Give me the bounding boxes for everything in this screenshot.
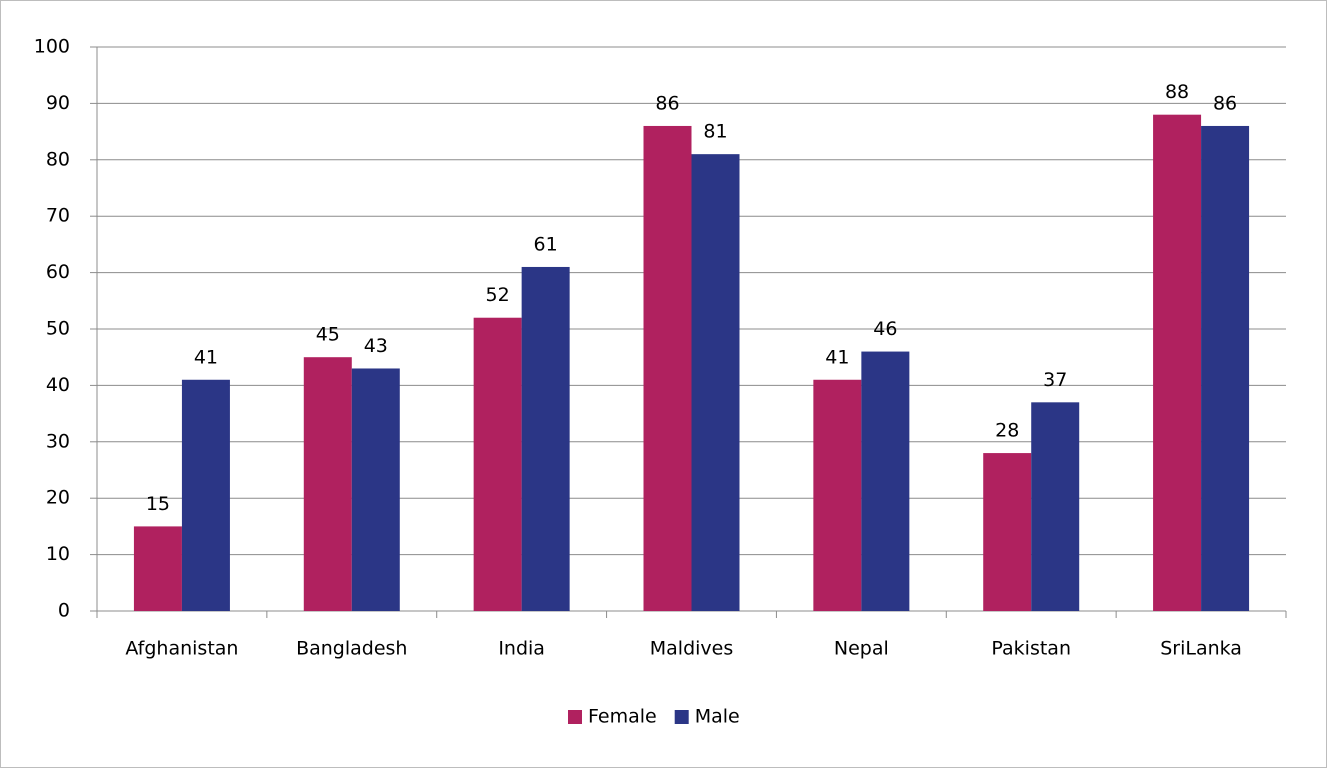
bar bbox=[133, 526, 182, 611]
data-label: 41 bbox=[194, 346, 218, 368]
data-label: 88 bbox=[1165, 81, 1189, 103]
bar bbox=[1031, 402, 1080, 611]
legend-swatch bbox=[568, 710, 582, 724]
y-tick-label: 0 bbox=[58, 600, 70, 622]
x-tick-label: SriLanka bbox=[1160, 638, 1242, 660]
data-label: 37 bbox=[1043, 369, 1067, 391]
data-label: 61 bbox=[534, 233, 558, 255]
x-tick-label: Nepal bbox=[834, 638, 889, 660]
x-tick-label: Pakistan bbox=[991, 638, 1071, 660]
y-tick-label: 20 bbox=[46, 487, 70, 509]
legend-swatch bbox=[674, 710, 689, 724]
data-label: 41 bbox=[825, 346, 849, 368]
bar bbox=[983, 453, 1032, 611]
data-label: 45 bbox=[316, 324, 340, 346]
y-tick-label: 90 bbox=[46, 92, 70, 114]
bar bbox=[1201, 125, 1250, 612]
legend-label: Female bbox=[588, 706, 657, 728]
data-label: 15 bbox=[146, 493, 170, 515]
bar bbox=[691, 154, 740, 611]
data-label: 28 bbox=[995, 420, 1019, 442]
data-label: 52 bbox=[486, 284, 510, 306]
x-tick-label: Maldives bbox=[650, 638, 734, 660]
x-tick-label: India bbox=[498, 638, 545, 660]
legend-label: Male bbox=[695, 706, 740, 728]
y-tick-label: 60 bbox=[46, 261, 70, 283]
y-tick-label: 40 bbox=[46, 374, 70, 396]
bar bbox=[813, 379, 862, 611]
data-label: 46 bbox=[873, 318, 897, 340]
bar bbox=[181, 379, 230, 611]
data-label: 86 bbox=[1213, 92, 1237, 114]
y-tick-label: 30 bbox=[46, 430, 70, 452]
bar bbox=[473, 317, 522, 611]
y-tick-label: 80 bbox=[46, 148, 70, 170]
data-label: 81 bbox=[703, 121, 727, 143]
y-tick-label: 50 bbox=[46, 318, 70, 340]
data-label: 86 bbox=[655, 92, 679, 114]
x-tick-label: Bangladesh bbox=[296, 638, 407, 660]
y-tick-label: 100 bbox=[34, 36, 70, 58]
y-tick-label: 70 bbox=[46, 205, 70, 227]
x-tick-label: Afghanistan bbox=[125, 638, 238, 660]
bar bbox=[1153, 114, 1202, 612]
bar bbox=[351, 368, 400, 611]
data-label: 43 bbox=[364, 335, 388, 357]
bar bbox=[303, 357, 352, 611]
bar bbox=[521, 266, 570, 611]
bar bbox=[861, 351, 910, 611]
bar bbox=[643, 125, 692, 612]
y-tick-label: 10 bbox=[46, 543, 70, 565]
